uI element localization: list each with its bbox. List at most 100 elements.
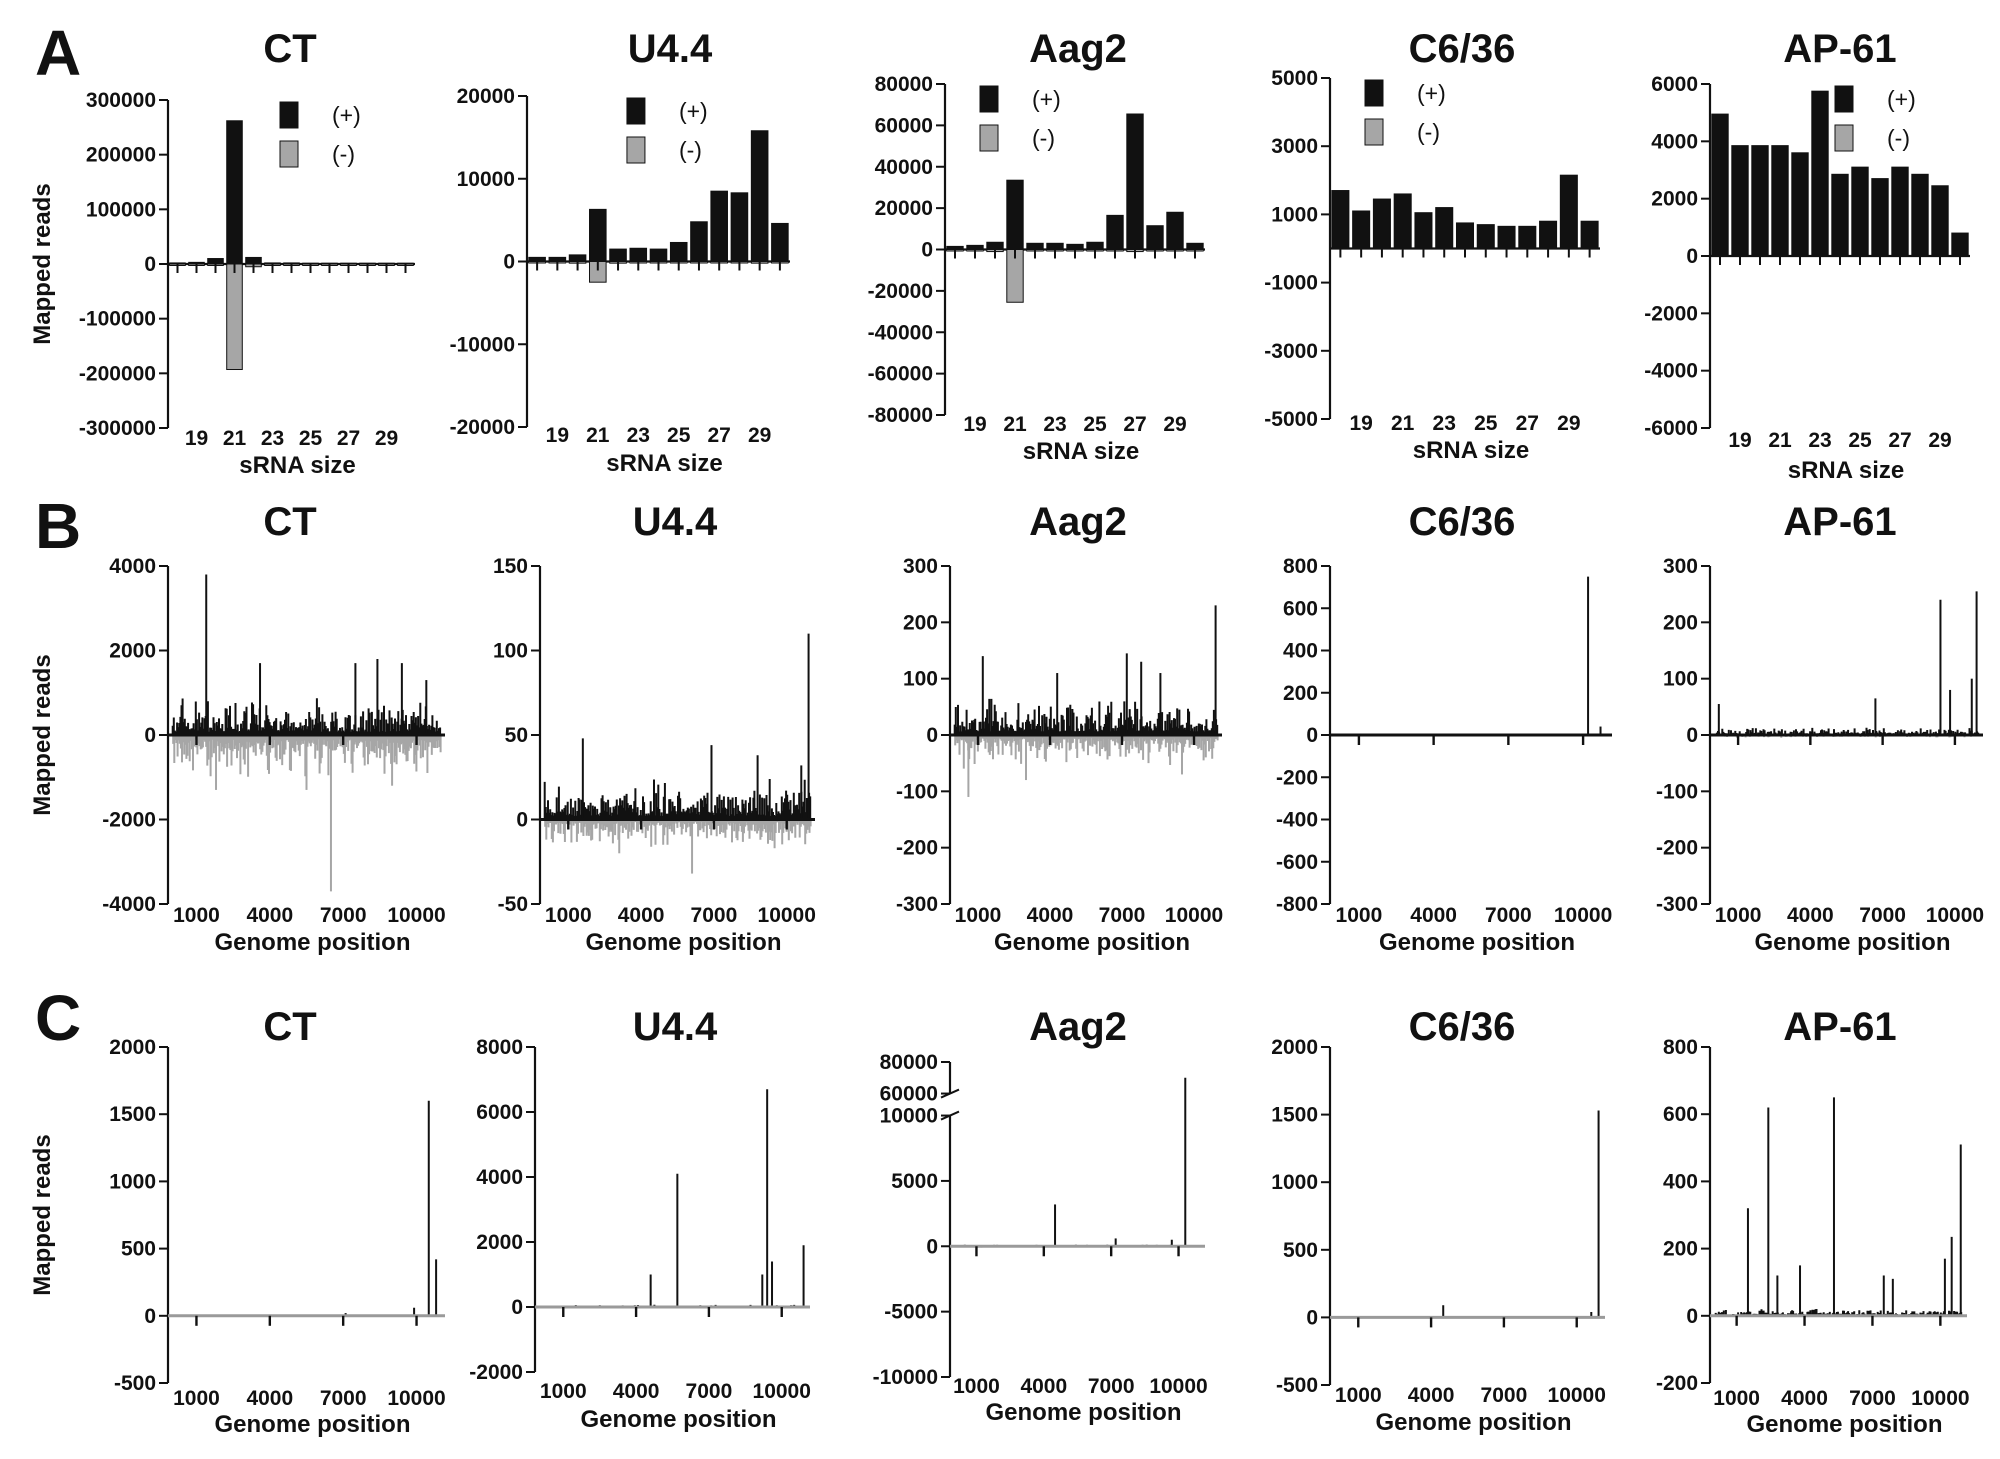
x-tick-label: 4000 [1408,1384,1455,1407]
bar-plus-19 [1731,145,1749,257]
bar-plus-26 [1871,178,1889,257]
bar-plus-20 [1372,198,1391,249]
bar-plus-29 [1931,185,1949,257]
panel-title: Aag2 [1029,27,1127,71]
legend-swatch-plus [279,101,299,129]
y-tick-label: 200 [1663,611,1698,634]
bar-plus-20 [568,254,587,263]
y-tick-label: 3000 [1271,135,1318,158]
bar-plus-30 [771,222,789,262]
bar-plus-26 [1497,225,1516,250]
x-tick-label: 4000 [618,904,665,927]
legend-label-plus: (+) [1417,80,1446,106]
panel-c-ap61: AP-61 -200 0 200 400 600 800 Genome position100… [1656,1005,1970,1438]
bar-plus-25 [669,241,688,262]
y-tick-label: -400 [1276,809,1318,832]
y-tick-label: 0 [1306,1306,1318,1329]
y-tick-label: 500 [121,1238,156,1261]
y-tick-label: 0 [144,253,156,276]
x-tick-label: 7000 [320,1387,367,1410]
y-tick-label: 600 [1663,1103,1698,1126]
bar-plus-21 [589,208,607,262]
y-tick-label: 8000 [476,1036,523,1059]
x-axis-label: sRNA size [606,450,722,477]
row-letter-a: A [35,17,81,89]
panel-a-c636: C6/36 -5000 -3000 -1000 1000 3000 5000 sRNA siz… [1264,27,1600,464]
x-tick-label: 29 [1557,412,1580,435]
x-tick-label: 4000 [1410,904,1457,927]
y-tick-label: 40000 [875,156,933,179]
y-tick-label: -200 [1276,766,1318,789]
x-tick-label: 23 [627,424,650,447]
panel-b-ct: CT -4000 -2000 0 2000 4000 Mapped reads Genome … [29,500,446,956]
x-tick-label: 4000 [1781,1387,1828,1410]
y-tick-label: 2000 [1651,188,1698,211]
x-tick-label: 1000 [953,1375,1000,1398]
bar-plus-28 [1146,225,1164,251]
bar-plus-29 [750,130,769,262]
bar-plus-27 [710,190,728,263]
panel-a-ap61: AP-61 -6000 -4000 -2000 0 2000 4000 6000 sRNA si… [1644,27,1970,484]
bar-plus-27 [1891,166,1909,257]
x-tick-label: 29 [748,424,771,447]
x-tick-label: 25 [299,427,323,450]
y-tick-label: 10000 [880,1105,938,1128]
x-tick-label: 23 [1043,413,1066,436]
legend-swatch-minus [626,136,646,164]
y-tick-label: -20000 [450,416,515,439]
x-tick-label: 23 [1808,429,1831,452]
x-tick-label: 19 [546,424,569,447]
y-tick-label: 60000 [875,114,933,137]
x-tick-label: 27 [1888,429,1911,452]
panel-b-ap61: AP-61 -300 -200 -100 0 100 200 300 Genome positi… [1656,500,1984,956]
x-axis-label: Genome position [985,1399,1181,1426]
y-tick-label: -1000 [1264,272,1318,295]
x-tick-label: 4000 [1027,904,1074,927]
minus-strand-coverage [172,735,442,777]
y-tick-label: 0 [511,1296,523,1319]
panel-a-ct: CT -300000 -200000 -100000 0 100000 200000 3000… [29,27,415,479]
legend-swatch-plus [1364,79,1384,107]
y-tick-label: -200 [1656,1372,1698,1395]
y-tick-label: 80000 [875,73,933,96]
panel-title: AP-61 [1783,27,1896,71]
y-tick-label: 1500 [109,1103,156,1126]
bar-plus-27 [1126,113,1144,250]
bar-plus-24 [1066,243,1084,250]
bar-plus-25 [1476,224,1495,250]
legend-label-plus: (+) [1887,86,1916,112]
y-axis-label: Mapped reads [29,654,56,815]
panel-title: Aag2 [1029,1005,1127,1049]
bar-plus-18 [1711,113,1729,257]
panel-title: Aag2 [1029,500,1127,544]
panel-title: CT [263,27,316,71]
bar-plus-23 [1811,90,1829,257]
x-tick-label: 21 [586,424,610,447]
panel-b-c636: C6/36 -800 -600 -400 -200 0 200 400 600 800 Genome… [1276,500,1612,956]
legend-swatch-plus [1834,85,1854,113]
y-tick-label: 1000 [109,1170,156,1193]
y-tick-label: -2000 [1644,302,1698,325]
y-tick-label: 50 [505,724,528,747]
plus-strand-coverage [953,698,1219,735]
x-tick-label: 1000 [545,904,592,927]
x-tick-label: 1000 [1713,1387,1760,1410]
bar-plus-30 [1186,242,1204,250]
x-tick-label: 29 [1163,413,1186,436]
y-tick-label: 2000 [476,1231,523,1254]
y-tick-label: 0 [926,1235,938,1258]
x-tick-label: 1000 [173,904,220,927]
x-axis-label: sRNA size [1788,457,1904,484]
x-tick-label: 10000 [1165,904,1223,927]
y-tick-label: 200 [1663,1238,1698,1261]
x-tick-label: 19 [1728,429,1751,452]
x-axis-label: sRNA size [1023,438,1139,465]
bar-plus-24 [649,248,668,262]
bar-plus-28 [1539,220,1558,250]
x-tick-label: 4000 [246,904,293,927]
x-tick-label: 25 [1083,413,1107,436]
x-tick-label: 1000 [540,1380,587,1403]
y-tick-label: -4000 [102,893,156,916]
x-tick-label: 7000 [1485,904,1532,927]
